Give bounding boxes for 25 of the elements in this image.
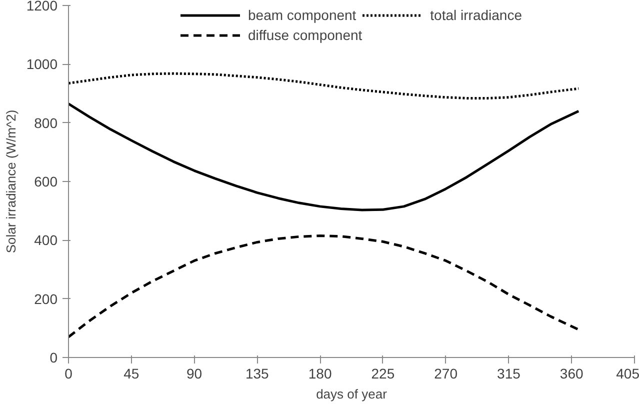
x-tick-label: 90 <box>186 366 202 382</box>
x-tick-label: 45 <box>124 366 140 382</box>
line-series <box>68 102 580 212</box>
legend-label: total irradiance <box>430 7 522 23</box>
line-series <box>68 72 580 100</box>
y-tick-label: 400 <box>34 232 58 248</box>
x-tick-label: 135 <box>245 366 270 382</box>
y-tick-label: 1200 <box>26 0 58 14</box>
y-tick-label: 600 <box>34 174 58 190</box>
x-tick-label: 180 <box>308 366 332 382</box>
y-tick-label: 200 <box>34 290 58 307</box>
y-tick-label: 800 <box>34 114 58 131</box>
x-tick-label: 0 <box>64 366 73 382</box>
legend-label: diffuse component <box>248 27 362 43</box>
y-tick-label: 1000 <box>26 56 58 72</box>
x-tick-label: 225 <box>371 366 395 382</box>
legend-label: beam component <box>248 7 356 23</box>
line-series <box>68 234 580 338</box>
y-axis-title: Solar irradiance (W/m^2) <box>3 110 18 254</box>
x-tick-label: 360 <box>560 366 584 382</box>
x-axis-title: days of year <box>316 386 388 402</box>
x-tick-label: 315 <box>497 366 521 382</box>
y-tick-label: 0 <box>50 350 58 366</box>
x-tick-label: 270 <box>434 366 458 382</box>
x-tick-label: 405 <box>616 366 639 382</box>
